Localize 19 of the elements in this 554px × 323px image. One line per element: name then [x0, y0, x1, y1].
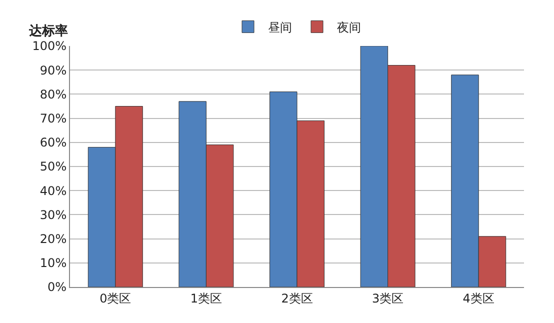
y-tick-label: 10% [40, 256, 67, 270]
y-tick-label: 70% [40, 112, 67, 126]
x-tick-label: 3类区 [372, 291, 404, 306]
x-tick-label: 1类区 [190, 291, 222, 306]
y-tick-label: 0% [48, 280, 67, 294]
legend-label: 夜间 [337, 20, 361, 34]
y-tick-label: 40% [40, 184, 67, 198]
y-tick-label: 90% [40, 63, 67, 78]
y-tick-label: 100% [32, 39, 67, 54]
y-tick-label: 80% [40, 87, 67, 102]
x-tick-label: 2类区 [281, 291, 313, 306]
y-tick-label: 30% [40, 208, 67, 222]
legend-label: 昼间 [268, 20, 292, 34]
x-tick-label: 0类区 [100, 291, 132, 306]
y-tick-label: 20% [40, 232, 67, 246]
y-tick-label: 60% [40, 136, 67, 150]
x-tick-label: 4类区 [462, 291, 494, 306]
y-tick-label: 50% [40, 160, 67, 174]
y-axis-title: 达标率 [28, 23, 68, 39]
